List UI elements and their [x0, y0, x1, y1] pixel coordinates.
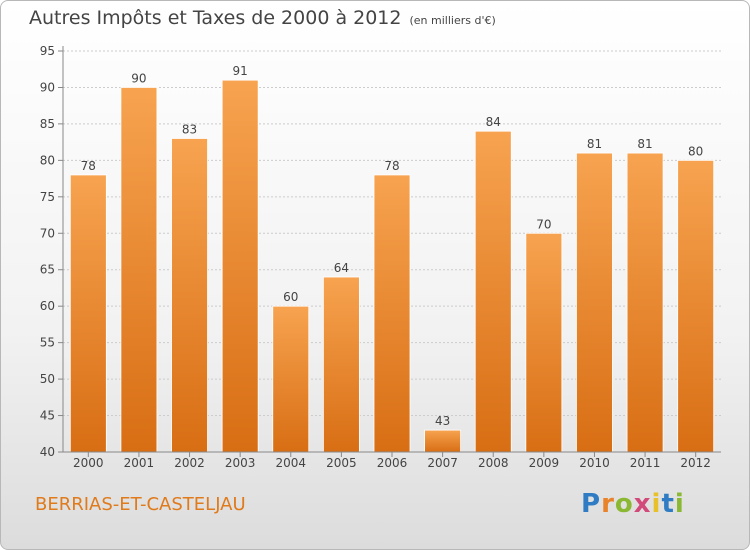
x-tick-label: 2010 — [579, 456, 610, 470]
bar — [424, 429, 462, 453]
y-tick-label: 85 — [40, 117, 55, 131]
x-tick-label: 2002 — [174, 456, 205, 470]
bar-value-label: 91 — [233, 64, 248, 78]
bar-value-label: 70 — [536, 217, 551, 231]
x-tick-label: 2007 — [427, 456, 458, 470]
y-tick-label: 70 — [40, 226, 55, 240]
bar — [373, 174, 411, 453]
brand-letter: o — [614, 489, 634, 519]
x-tick-label: 2005 — [326, 456, 357, 470]
brand-logo[interactable]: Proxiti — [581, 489, 685, 519]
bar-value-label: 80 — [688, 144, 703, 158]
bar-value-label: 64 — [334, 261, 349, 275]
x-tick-label: 2000 — [73, 456, 104, 470]
chart-unit: (en milliers d'€) — [409, 14, 496, 27]
bar — [576, 152, 613, 453]
bars: 78 90 83 91 60 64 78 43 84 70 81 81 80 — [69, 64, 715, 453]
bar-value-label: 81 — [587, 137, 602, 151]
y-tick-label: 75 — [40, 190, 55, 204]
bar-chart: 78 90 83 91 60 64 78 43 84 70 81 81 80 40 45 50 55 60 65 7… — [40, 44, 721, 470]
y-tick-label: 55 — [40, 336, 55, 350]
x-tick-label: 2001 — [124, 456, 155, 470]
bar — [525, 232, 563, 453]
brand-letter: P — [581, 489, 602, 519]
x-tick-label: 2006 — [377, 456, 408, 470]
brand-letter: x — [633, 489, 652, 519]
chart-title: Autres Impôts et Taxes de 2000 à 2012 (en… — [29, 7, 496, 29]
y-tick-label: 80 — [40, 153, 55, 167]
bar-value-label: 90 — [131, 71, 146, 85]
axes: 40 45 50 55 60 65 70 75 80 85 90 95 2000 2001 2002 2003… — [40, 44, 721, 470]
x-tick-label: 2012 — [680, 456, 711, 470]
y-tick-label: 95 — [40, 44, 55, 58]
bar — [221, 79, 259, 453]
bar — [272, 305, 310, 453]
y-tick-label: 50 — [40, 372, 55, 386]
x-tick-label: 2009 — [529, 456, 560, 470]
y-tick-label: 60 — [40, 299, 55, 313]
bar — [322, 276, 360, 453]
bar — [474, 130, 512, 453]
bar-value-label: 78 — [81, 159, 96, 173]
x-tick-label: 2008 — [478, 456, 509, 470]
x-tick-label: 2003 — [225, 456, 256, 470]
y-tick-label: 45 — [40, 409, 55, 423]
bar-value-label: 43 — [435, 414, 450, 428]
bar — [677, 159, 715, 453]
bar-value-label: 60 — [283, 290, 298, 304]
x-tick-label: 2011 — [630, 456, 661, 470]
chart-title-text: Autres Impôts et Taxes de 2000 à 2012 — [29, 7, 402, 29]
brand-letter: t — [661, 489, 675, 519]
y-tick-label: 65 — [40, 263, 55, 277]
x-tick-label: 2004 — [275, 456, 306, 470]
bar — [171, 138, 208, 453]
brand-letter: r — [601, 489, 615, 519]
bar-value-label: 84 — [486, 115, 501, 129]
bar-value-label: 83 — [182, 122, 197, 136]
y-tick-label: 90 — [40, 80, 55, 94]
bar — [120, 87, 158, 453]
bar-value-label: 78 — [384, 159, 399, 173]
brand-letter: i — [651, 489, 662, 519]
commune-name: BERRIAS-ET-CASTELJAU — [35, 494, 246, 515]
y-tick-label: 40 — [40, 445, 55, 459]
bar-value-label: 81 — [637, 137, 652, 151]
bar — [69, 174, 107, 453]
bar — [626, 152, 664, 453]
brand-letter: i — [674, 489, 685, 519]
